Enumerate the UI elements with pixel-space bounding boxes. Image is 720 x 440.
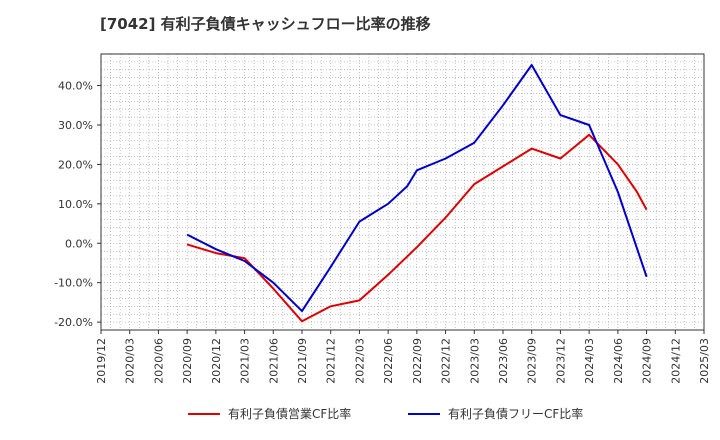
x-tick-label: 2022/09	[411, 338, 424, 384]
x-tick-label: 2020/06	[152, 338, 165, 384]
x-tick-label: 2024/03	[583, 338, 596, 384]
legend: 有利子負債営業CF比率 有利子負債フリーCF比率	[188, 406, 583, 421]
y-tick-label: -20.0%	[54, 316, 93, 329]
x-tick-label: 2021/06	[267, 338, 280, 384]
y-tick-label: 0.0%	[65, 237, 93, 250]
x-tick-label: 2023/12	[554, 338, 567, 384]
y-tick-label: -10.0%	[54, 277, 93, 290]
x-tick-label: 2025/03	[698, 338, 711, 384]
x-tick-label: 2022/03	[353, 338, 366, 384]
chart-title: [7042] 有利子負債キャッシュフロー比率の推移	[100, 15, 431, 33]
x-tick-label: 2023/03	[468, 338, 481, 384]
x-tick-label: 2020/12	[210, 338, 223, 384]
plot-frame	[100, 53, 705, 331]
x-tick-label: 2024/06	[612, 338, 625, 384]
x-tick-label: 2024/12	[669, 338, 682, 384]
legend-label-2: 有利子負債フリーCF比率	[448, 406, 583, 421]
series-line-1	[186, 133, 648, 323]
x-tick-label: 2024/09	[641, 338, 654, 384]
x-tick-label: 2023/06	[497, 338, 510, 384]
x-tick-label: 2021/09	[296, 338, 309, 384]
y-tick-label: 40.0%	[58, 80, 93, 93]
x-tick-label: 2022/06	[382, 338, 395, 384]
legend-label-1: 有利子負債営業CF比率	[228, 406, 351, 421]
x-tick-label: 2019/12	[95, 338, 108, 384]
x-tick-label: 2021/03	[239, 338, 252, 384]
y-tick-label: 30.0%	[58, 119, 93, 132]
x-tick-label: 2023/09	[526, 338, 539, 384]
x-tick-label: 2022/12	[440, 338, 453, 384]
plot-background	[101, 54, 704, 330]
x-tick-label: 2021/12	[325, 338, 338, 384]
y-tick-label: 20.0%	[58, 158, 93, 171]
x-tick-label: 2020/03	[124, 338, 137, 384]
series-line-2	[186, 64, 648, 313]
x-tick-label: 2020/09	[181, 338, 194, 384]
plot-area: -20.0% -10.0% 0.0% 10.0% 20.0% 30.0% 40.0% 2019…	[54, 53, 711, 384]
y-tick-label: 10.0%	[58, 198, 93, 211]
